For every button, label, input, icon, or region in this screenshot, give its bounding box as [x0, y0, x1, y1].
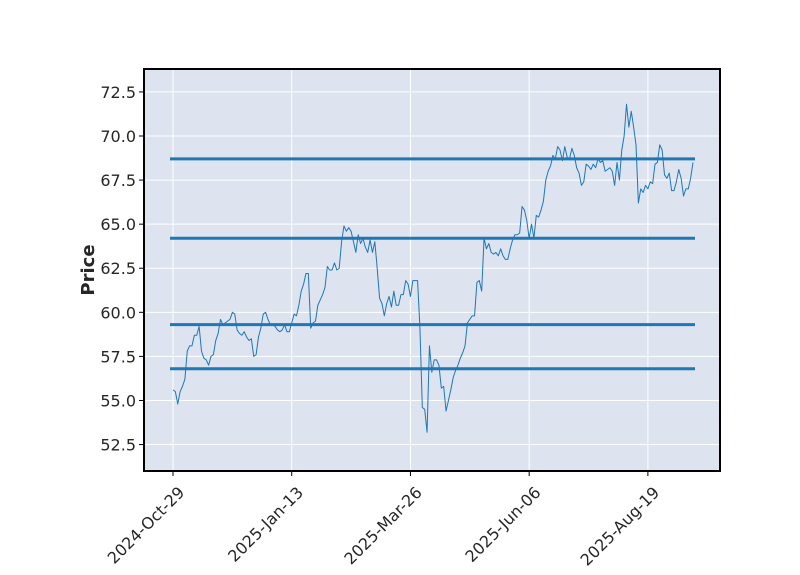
x-tick-label: 2025-Jun-06: [461, 483, 544, 566]
y-tick-label: 62.5: [100, 259, 136, 278]
x-axis-ticks: 2024-Oct-29 2025-Jan-13 2025-Mar-26 2025-Ju…: [104, 471, 664, 570]
price-series-line: [172, 103, 694, 433]
x-tick-label: 2025-Aug-19: [577, 483, 664, 570]
x-tick-label: 2025-Mar-26: [340, 483, 425, 568]
x-tick-label: 2024-Oct-29: [104, 483, 189, 568]
y-axis-title: Price: [78, 244, 99, 295]
y-tick-label: 55.0: [100, 391, 136, 410]
y-tick-label: 72.5: [100, 83, 136, 102]
x-tick-label: 2025-Jan-13: [224, 483, 307, 566]
plot-frame: [143, 68, 721, 472]
y-tick-label: 52.5: [100, 436, 136, 455]
y-tick-label: 65.0: [100, 215, 136, 234]
grid-lines: [144, 69, 720, 471]
y-tick-label: 67.5: [100, 171, 136, 190]
y-axis-ticks: 52.5 55.0 57.5 60.0 62.5 65.0 67.5 70.0 72.5: [100, 83, 144, 455]
y-tick-label: 60.0: [100, 303, 136, 322]
y-tick-label: 70.0: [100, 127, 136, 146]
y-tick-label: 57.5: [100, 347, 136, 366]
